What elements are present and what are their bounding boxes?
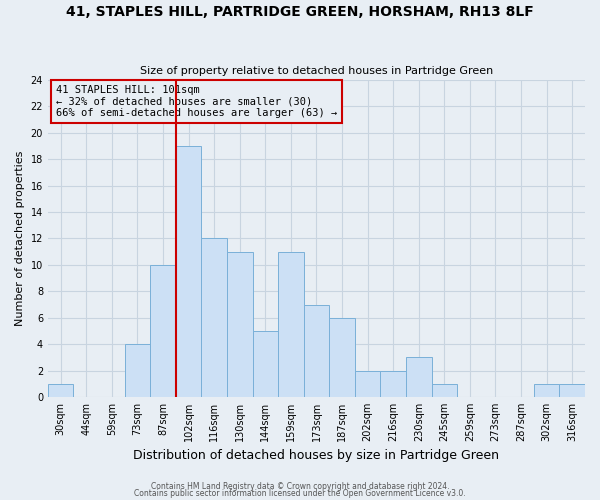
- Bar: [406, 358, 431, 397]
- Bar: [534, 384, 559, 397]
- Title: Size of property relative to detached houses in Partridge Green: Size of property relative to detached ho…: [140, 66, 493, 76]
- Bar: [202, 238, 227, 397]
- Bar: [431, 384, 457, 397]
- Bar: [355, 370, 380, 397]
- Bar: [125, 344, 150, 397]
- Bar: [559, 384, 585, 397]
- Bar: [380, 370, 406, 397]
- X-axis label: Distribution of detached houses by size in Partridge Green: Distribution of detached houses by size …: [133, 450, 499, 462]
- Bar: [176, 146, 202, 397]
- Bar: [329, 318, 355, 397]
- Bar: [227, 252, 253, 397]
- Bar: [278, 252, 304, 397]
- Bar: [304, 304, 329, 397]
- Bar: [150, 265, 176, 397]
- Bar: [253, 331, 278, 397]
- Text: Contains public sector information licensed under the Open Government Licence v3: Contains public sector information licen…: [134, 490, 466, 498]
- Bar: [48, 384, 73, 397]
- Text: Contains HM Land Registry data © Crown copyright and database right 2024.: Contains HM Land Registry data © Crown c…: [151, 482, 449, 491]
- Text: 41, STAPLES HILL, PARTRIDGE GREEN, HORSHAM, RH13 8LF: 41, STAPLES HILL, PARTRIDGE GREEN, HORSH…: [66, 5, 534, 19]
- Y-axis label: Number of detached properties: Number of detached properties: [15, 151, 25, 326]
- Text: 41 STAPLES HILL: 101sqm
← 32% of detached houses are smaller (30)
66% of semi-de: 41 STAPLES HILL: 101sqm ← 32% of detache…: [56, 85, 337, 118]
